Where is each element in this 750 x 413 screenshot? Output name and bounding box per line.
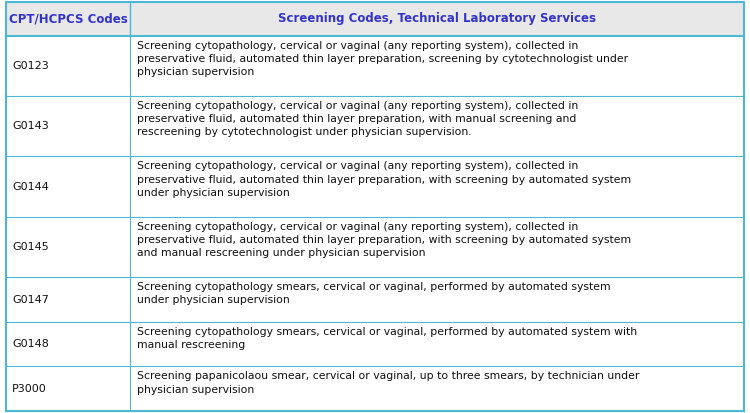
Text: Screening cytopathology, cervical or vaginal (any reporting system), collected i: Screening cytopathology, cervical or vag… (137, 161, 632, 198)
Text: G0147: G0147 (12, 294, 49, 305)
Bar (6, 366, 744, 411)
Text: G0143: G0143 (12, 121, 49, 131)
Bar (6, 36, 744, 96)
Text: Screening papanicolaou smear, cervical or vaginal, up to three smears, by techni: Screening papanicolaou smear, cervical o… (137, 371, 640, 394)
Text: Screening cytopathology smears, cervical or vaginal, performed by automated syst: Screening cytopathology smears, cervical… (137, 327, 638, 350)
Text: G0123: G0123 (12, 61, 49, 71)
Text: Screening cytopathology, cervical or vaginal (any reporting system), collected i: Screening cytopathology, cervical or vag… (137, 222, 632, 258)
Text: CPT/HCPCS Codes: CPT/HCPCS Codes (8, 12, 128, 25)
Text: G0145: G0145 (12, 242, 49, 252)
Text: P3000: P3000 (12, 384, 46, 394)
Text: Screening Codes, Technical Laboratory Services: Screening Codes, Technical Laboratory Se… (278, 12, 596, 25)
Text: G0144: G0144 (12, 182, 49, 192)
Bar (6, 157, 744, 217)
Text: Screening cytopathology, cervical or vaginal (any reporting system), collected i: Screening cytopathology, cervical or vag… (137, 40, 628, 77)
Bar (6, 278, 744, 322)
Bar (6, 96, 744, 157)
Text: Screening cytopathology, cervical or vaginal (any reporting system), collected i: Screening cytopathology, cervical or vag… (137, 101, 579, 138)
Bar (6, 217, 744, 278)
Text: Screening cytopathology smears, cervical or vaginal, performed by automated syst: Screening cytopathology smears, cervical… (137, 282, 611, 306)
Bar (6, 2, 744, 36)
Bar (6, 322, 744, 366)
Text: G0148: G0148 (12, 339, 49, 349)
